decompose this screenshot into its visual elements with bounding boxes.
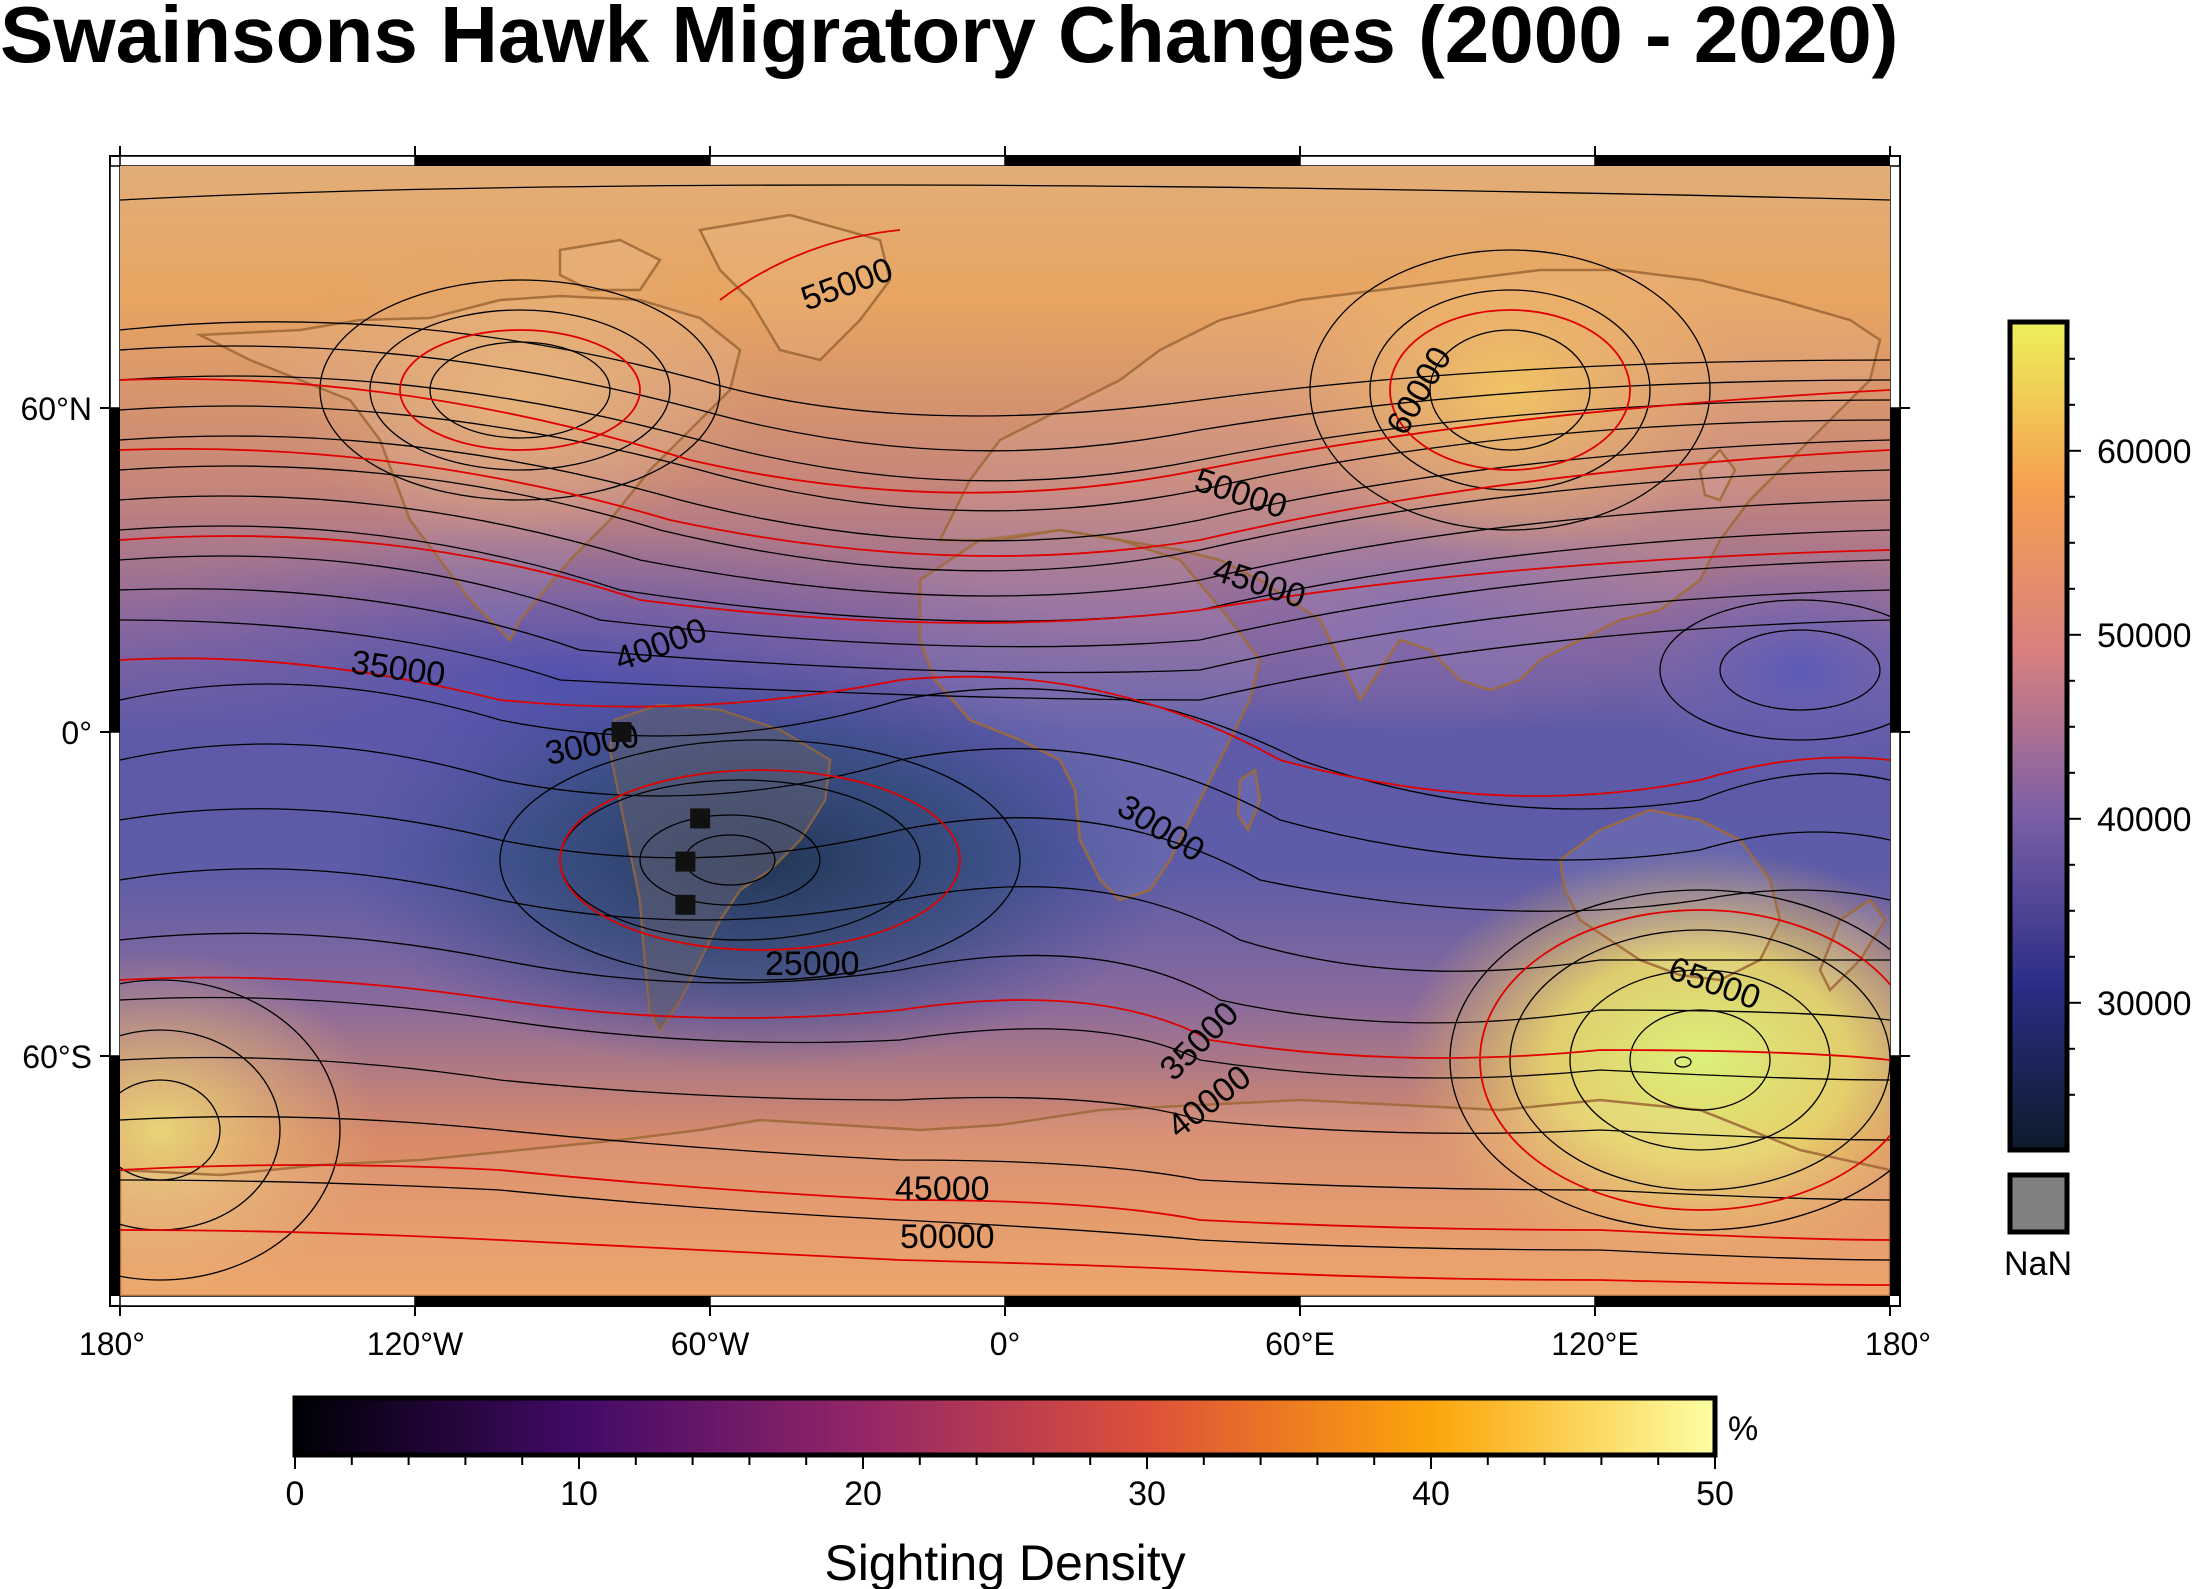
right-colorbar-tick-label: 30000: [2097, 985, 2192, 1023]
nan-label: NaN: [2004, 1245, 2072, 1283]
right-colorbar-tick-label: 40000: [2097, 801, 2192, 839]
nan-swatch: [2007, 1172, 2070, 1235]
sighting-marker: [690, 808, 711, 829]
south-america-shading: [610, 705, 830, 1030]
lon-label: 60°E: [1265, 1326, 1335, 1362]
bottom-colorbar-tick-label: 40: [1412, 1475, 1450, 1513]
bottom-colorbar-tick-label: 30: [1128, 1475, 1166, 1513]
right-colorbar-gradient: [2007, 319, 2070, 1153]
sighting-marker: [675, 894, 696, 915]
lat-label: 0°: [61, 715, 92, 751]
field-australia-high: [1400, 850, 1890, 1270]
lat-label: 60°S: [22, 1039, 92, 1075]
eurasia: [937, 268, 1882, 703]
madagascar: [1236, 767, 1262, 833]
latitude-labels: 60°N 0° 60°S: [21, 391, 93, 1075]
bottom-colorbar-tick-label: 10: [560, 1475, 598, 1513]
antarctica: [120, 1098, 1890, 1296]
greenland: [698, 213, 892, 362]
lat-label: 60°N: [21, 391, 93, 427]
field-pacific-high: [120, 950, 380, 1296]
bottom-colorbar-tick-label: 50: [1696, 1475, 1734, 1513]
bottom-colorbar-tick-label: 0: [286, 1475, 305, 1513]
map-title: Swainsons Hawk Migratory Changes (2000 -…: [0, 0, 1898, 79]
contour-label: 45000: [895, 1170, 990, 1208]
bottom-colorbar: 0 10 20 30 40 50 % Sighting Density: [286, 1395, 1758, 1589]
contour-lines-minor: [120, 184, 1890, 1281]
field-canada-high: [270, 240, 770, 540]
north-america: [195, 294, 742, 643]
bottom-colorbar-label: Sighting Density: [824, 1535, 1185, 1589]
greenland-islands: [558, 238, 662, 292]
bottom-colorbar-gradient: [292, 1395, 1718, 1458]
right-colorbar-tick-label: 50000: [2097, 617, 2192, 655]
map-area: 55000 60000 50000 45000 40000 35000 3000…: [120, 166, 1890, 1296]
longitude-labels: 180° 120°W 60°W 0° 60°E 120°E 180°: [79, 1326, 1931, 1362]
bottom-colorbar-unit: %: [1728, 1410, 1758, 1448]
field-siberia-high: [1270, 220, 1750, 560]
sighting-markers: [611, 722, 711, 915]
lon-label: 180°: [79, 1326, 145, 1362]
sighting-marker: [611, 722, 632, 742]
right-colorbar-tick-label: 60000: [2097, 433, 2192, 471]
right-colorbar: 30000 40000 50000 60000 NaN: [2004, 319, 2192, 1283]
lon-label: 120°W: [367, 1326, 464, 1362]
contour-label: 25000: [765, 945, 860, 983]
lon-label: 60°W: [671, 1326, 750, 1362]
lon-label: 0°: [990, 1326, 1021, 1362]
field-west-pacific-low: [1620, 560, 1890, 780]
axis-ticks: [100, 146, 1910, 1316]
bottom-colorbar-ticks: 0 10 20 30 40 50: [286, 1455, 1734, 1513]
sighting-marker: [675, 851, 696, 872]
lon-label: 120°E: [1551, 1326, 1639, 1362]
contour-label: 50000: [900, 1218, 995, 1256]
bottom-colorbar-tick-label: 20: [844, 1475, 882, 1513]
contour-lines-major: [120, 229, 1890, 1286]
right-colorbar-ticks: 30000 40000 50000 60000: [2067, 357, 2192, 1096]
lon-label: 180°: [1865, 1326, 1931, 1362]
field-indian-low: [1160, 500, 1680, 740]
